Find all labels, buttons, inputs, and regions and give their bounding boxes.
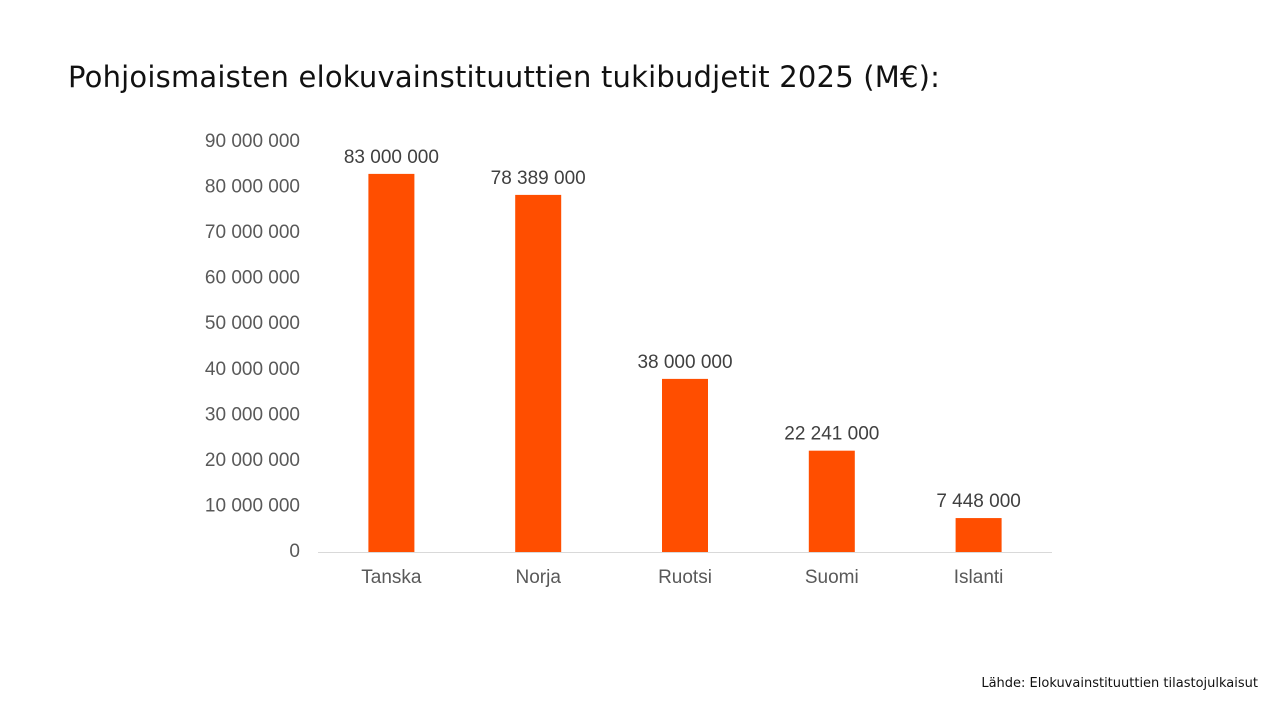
x-tick-label: Islanti [954,567,1004,588]
y-tick-label: 0 [289,541,300,562]
y-tick-label: 60 000 000 [205,268,300,289]
bar [808,450,855,552]
y-tick-label: 10 000 000 [205,495,300,516]
y-tick-label: 50 000 000 [205,313,300,334]
source-note: Lähde: Elokuvainstituuttien tilastojulka… [981,676,1258,691]
y-tick-label: 30 000 000 [205,404,300,425]
y-tick-label: 20 000 000 [205,450,300,471]
chart-title: Pohjoismaisten elokuvainstituuttien tuki… [68,60,941,94]
data-label: 78 389 000 [491,168,586,189]
data-label: 38 000 000 [637,352,732,373]
data-label: 7 448 000 [936,491,1021,512]
y-tick-label: 40 000 000 [205,359,300,380]
bar [662,378,708,552]
x-tick-label: Norja [515,567,561,588]
bar [955,518,1002,552]
y-tick-label: 90 000 000 [205,131,300,152]
bar [368,173,415,552]
data-label: 83 000 000 [344,147,439,168]
bar [515,194,562,552]
x-tick-label: Tanska [361,567,422,588]
y-tick-label: 80 000 000 [205,177,300,198]
x-tick-label: Ruotsi [658,567,712,588]
y-tick-label: 70 000 000 [205,222,300,243]
x-tick-label: Suomi [805,567,859,588]
data-label: 22 241 000 [784,424,879,445]
